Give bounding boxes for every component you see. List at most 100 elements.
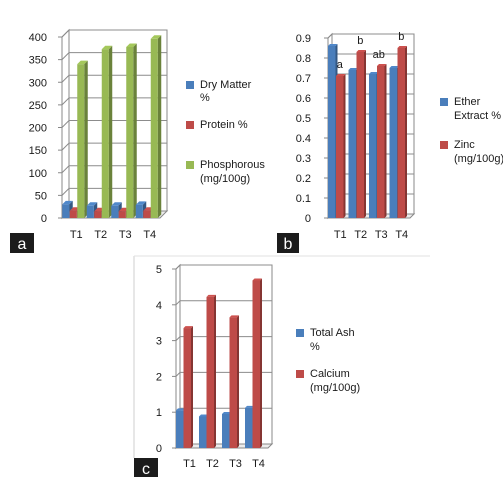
chart-panel-c: 0 1 2 3 4 5 T1 T2 T3 T4 Total Ash% Calcium (mg/100g)… [134, 263, 360, 477]
y-tick-label: 0.8 [296, 53, 311, 65]
bar-side [191, 326, 193, 448]
bar-front [77, 64, 85, 219]
legend-label: Total Ash [310, 327, 355, 339]
legend-label: Dry Matter [200, 79, 252, 91]
legend-label: Extract % [454, 110, 501, 122]
bar-front [222, 413, 230, 448]
legend-swatch [440, 141, 448, 149]
y-tick-label: 200 [29, 123, 47, 135]
bar-side [108, 45, 113, 218]
y-tick-label: 0 [305, 213, 311, 225]
bar-top [377, 64, 387, 66]
y-tick-label: 0 [41, 213, 47, 225]
bar-side [405, 46, 407, 218]
bar-top [356, 50, 366, 52]
bar-top [111, 202, 122, 206]
significance-label: a [337, 59, 344, 71]
x-tick-label: T3 [119, 229, 132, 241]
gridline [327, 33, 414, 39]
legend-swatch [186, 121, 194, 129]
bar-side [157, 35, 162, 219]
x-tick-label: T1 [334, 229, 347, 241]
bar-top [86, 202, 98, 206]
panel-label-box [277, 233, 299, 253]
y-tick-label: 0.3 [296, 153, 311, 165]
y-tick-label: 50 [35, 190, 47, 202]
legend-label: (mg/100g) [200, 173, 250, 185]
bar-top [348, 68, 358, 70]
bar-side [84, 60, 88, 219]
bar [229, 315, 239, 448]
bar-top [369, 72, 379, 74]
bar-front [245, 407, 253, 448]
gridline [175, 336, 272, 341]
y-tick-label: 350 [29, 55, 47, 67]
gridline [175, 264, 272, 270]
x-tick-label: T4 [252, 458, 265, 470]
bar-front [389, 68, 397, 218]
bar-front [135, 204, 143, 218]
x-tick-label: T1 [183, 458, 196, 470]
significance-label: ab [373, 49, 385, 61]
bar-front [143, 210, 151, 218]
panel-label-box [134, 458, 158, 477]
y-tick-label: 100 [29, 168, 47, 180]
bar [101, 45, 113, 218]
bar-front [86, 205, 94, 218]
panel-label-box [10, 233, 34, 253]
significance-label: b [357, 35, 363, 47]
gridline [175, 371, 272, 377]
bar-side [133, 43, 137, 218]
bar-side [384, 64, 387, 218]
legend-label: % [200, 92, 210, 104]
legend-label: % [310, 341, 320, 353]
bar-front [229, 317, 237, 448]
bar-top [77, 60, 88, 65]
bar-front [369, 74, 377, 218]
legend-swatch [186, 81, 194, 89]
bar-front [199, 416, 207, 448]
bar [183, 326, 193, 448]
bar-side [237, 315, 239, 448]
bar-front [206, 296, 214, 448]
bar-front [62, 204, 70, 218]
y-tick-label: 150 [29, 145, 47, 157]
bar-front [118, 211, 126, 218]
x-tick-label: T1 [70, 229, 83, 241]
legend-label: (mg/100g) [454, 153, 503, 165]
significance-label: b [398, 31, 404, 43]
bar-top [62, 200, 73, 205]
bar-front [356, 52, 364, 218]
bar-top [183, 326, 193, 329]
legend-label: Phosphorous [200, 159, 265, 171]
bar-front [348, 70, 356, 218]
bar-top [245, 405, 255, 408]
gridline [61, 29, 167, 38]
panel-label: c [142, 461, 150, 477]
bar-top [150, 35, 162, 39]
bar-top [199, 414, 209, 417]
bar-front [101, 49, 109, 218]
y-tick-label: 300 [29, 77, 47, 89]
y-tick-label: 0.1 [296, 193, 311, 205]
bar-top [389, 66, 399, 68]
bar-top [222, 411, 232, 414]
panel-label: a [18, 236, 27, 253]
bar-front [176, 410, 184, 448]
chart-panel-a: 0 50 100 150 200 250 300 350 400 T1 T2 T3 T4 Dry Matt… [10, 28, 265, 253]
legend-swatch [440, 98, 448, 106]
bar [377, 64, 387, 218]
legend-label: Zinc [454, 139, 475, 151]
bar-top [126, 43, 137, 47]
bar-top [328, 44, 338, 46]
bar-front [377, 66, 385, 218]
bar-side [343, 74, 346, 218]
y-tick-label: 0.4 [296, 133, 311, 145]
y-tick-label: 400 [29, 32, 47, 44]
gridline [175, 300, 272, 306]
y-tick-label: 0 [156, 443, 162, 455]
bar-top [101, 45, 113, 50]
bar-top [336, 74, 346, 76]
y-tick-label: 0.6 [296, 93, 311, 105]
